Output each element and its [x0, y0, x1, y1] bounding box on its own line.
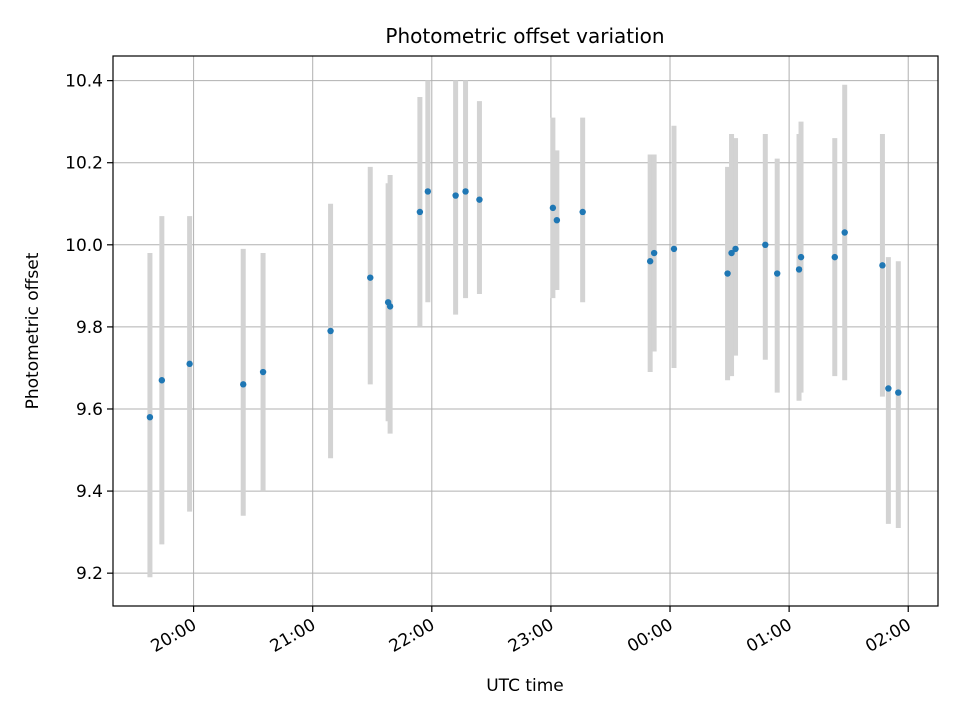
data-point: [650, 249, 658, 257]
data-point: [553, 216, 561, 224]
y-axis-ticks: 9.2 9.4 9.6 9.8 10.0 10.2 10.4: [65, 72, 113, 584]
data-point: [327, 327, 334, 335]
data-point: [885, 385, 892, 392]
data-point: [386, 303, 394, 310]
data-point: [728, 249, 735, 257]
data-point: [797, 253, 805, 261]
data-point: [416, 208, 424, 216]
data-point: [367, 274, 374, 281]
data-point: [462, 188, 469, 195]
data-point: [452, 192, 459, 199]
data-point: [476, 196, 483, 203]
data-point: [895, 389, 902, 396]
data-point: [146, 413, 154, 421]
data-point: [579, 208, 586, 216]
y-tick-label: 9.8: [76, 318, 103, 338]
data-point: [186, 360, 193, 368]
plot-frame: [112, 55, 939, 607]
y-tick-label: 9.6: [76, 400, 103, 420]
data-point: [762, 241, 769, 249]
data-point: [549, 204, 557, 212]
data-point: [259, 368, 267, 376]
data-point: [240, 381, 247, 388]
data-point: [670, 245, 678, 253]
data-point: [879, 262, 886, 269]
y-tick-label: 10.2: [65, 154, 103, 174]
data-point: [795, 266, 803, 273]
data-point: [774, 270, 781, 277]
data-point: [424, 188, 432, 195]
y-tick-label: 10.0: [65, 236, 103, 256]
data-points: [146, 188, 902, 421]
x-axis-title: UTC time: [486, 676, 564, 696]
chart-title: Photometric offset variation: [385, 24, 664, 48]
data-point: [841, 229, 848, 236]
data-point: [646, 258, 654, 265]
data-point: [724, 270, 731, 277]
data-point: [831, 253, 838, 261]
y-axis-title: Photometric offset: [23, 252, 43, 409]
y-tick-label: 9.4: [76, 482, 103, 502]
data-point: [158, 377, 166, 384]
data-point: [732, 245, 739, 253]
y-tick-label: 10.4: [65, 72, 103, 92]
y-tick-label: 9.2: [76, 564, 103, 584]
